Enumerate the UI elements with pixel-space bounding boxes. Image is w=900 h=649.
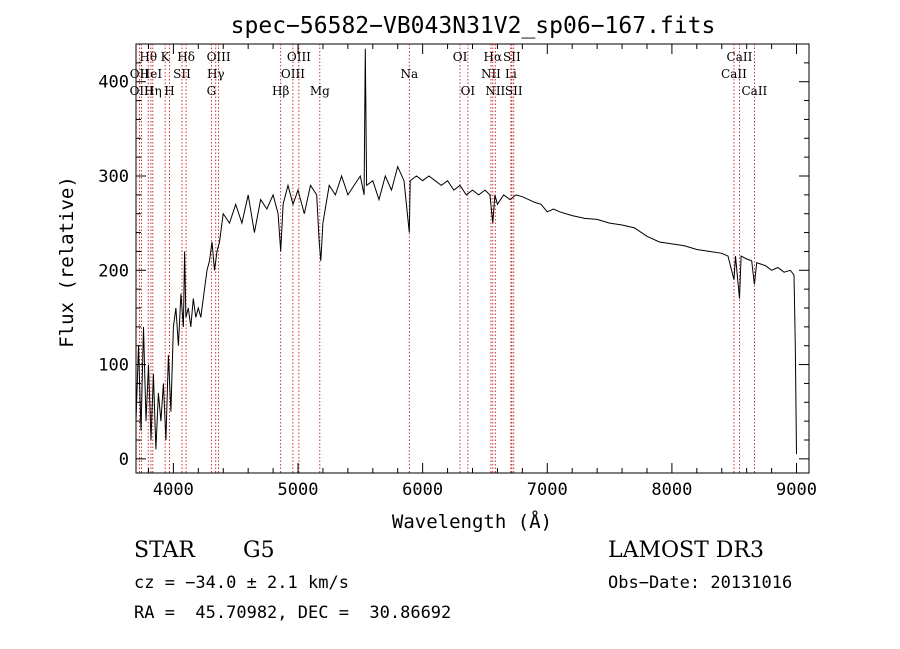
- line-label: Na: [400, 67, 418, 81]
- y-tick-label: 400: [98, 73, 129, 93]
- line-label: Mg: [310, 84, 330, 98]
- observation-date: Obs−Date: 20131016: [608, 573, 793, 593]
- y-tick-label: 100: [98, 356, 129, 376]
- line-label: CaII: [741, 84, 767, 98]
- line-label: Hδ: [177, 50, 195, 64]
- line-label: OIII: [207, 50, 231, 64]
- spectrum-series: [135, 48, 797, 455]
- line-label: G: [207, 84, 217, 98]
- x-tick-label: 7000: [527, 480, 568, 500]
- y-axis-label: Flux (relative): [56, 176, 78, 348]
- line-label: Hη: [144, 84, 162, 98]
- x-tick-label: 4000: [153, 480, 194, 500]
- line-label: Hθ: [139, 50, 157, 64]
- x-tick-label: 8000: [651, 480, 692, 500]
- x-tick-label: 9000: [776, 480, 817, 500]
- line-label: SII: [173, 67, 191, 81]
- y-tick-label: 200: [98, 261, 129, 281]
- line-label: Hγ: [207, 67, 225, 81]
- line-label: NII: [481, 67, 501, 81]
- line-label: OIII: [281, 67, 305, 81]
- y-tick-label: 0: [119, 450, 129, 470]
- survey-name: LAMOST DR3: [608, 538, 764, 563]
- line-label: OI: [461, 84, 476, 98]
- line-label: OIII: [130, 84, 154, 98]
- x-axis-label: Wavelength (Å): [392, 510, 552, 533]
- line-label: CaII: [727, 50, 753, 64]
- x-tick-label: 5000: [278, 480, 319, 500]
- redshift-velocity: cz = −34.0 ± 2.1 km/s: [134, 573, 349, 593]
- coordinates: RA = 45.70982, DEC = 30.86692: [134, 603, 452, 623]
- line-label: SII: [505, 84, 523, 98]
- line-label: Hα: [484, 50, 503, 64]
- series-line-0: [135, 48, 797, 455]
- line-label: OII: [130, 67, 150, 81]
- line-label: H: [164, 84, 174, 98]
- line-label: Hβ: [272, 84, 289, 98]
- line-label: SII: [503, 50, 521, 64]
- line-label: Li: [505, 67, 517, 81]
- line-label: CaII: [721, 67, 747, 81]
- plot-frame: [135, 43, 810, 474]
- y-tick-label: 300: [98, 167, 129, 187]
- chart-title: spec−56582−VB043N31V2_sp06−167.fits: [231, 13, 716, 39]
- line-label: K: [161, 50, 171, 64]
- line-label: HeI: [140, 67, 163, 81]
- line-label: OI: [453, 50, 468, 64]
- x-tick-label: 6000: [402, 480, 443, 500]
- object-class: STAR: [134, 538, 195, 563]
- object-subclass: G5: [243, 538, 275, 563]
- axis-ticks: 4000 5000 6000 7000 8000 9000 0 100 200 300 400: [98, 43, 817, 500]
- line-label: NII: [485, 84, 505, 98]
- line-label: OIII: [287, 50, 311, 64]
